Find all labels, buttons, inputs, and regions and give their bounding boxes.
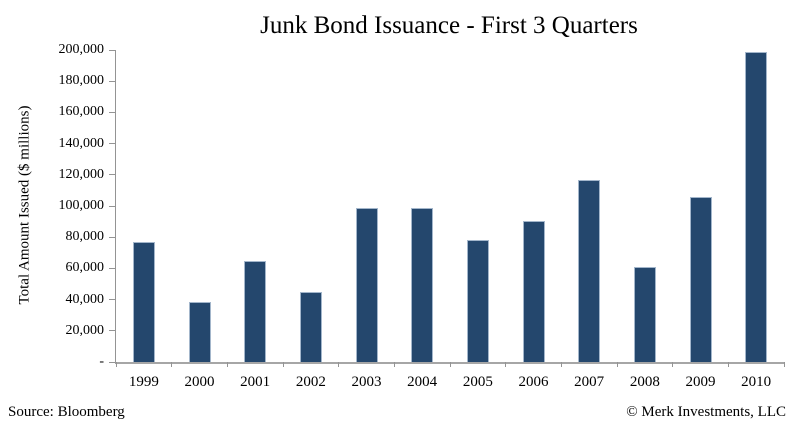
x-axis-tick	[616, 362, 618, 367]
y-axis-tick-label: -	[99, 354, 104, 369]
bar-2000	[188, 302, 211, 362]
bar-2010	[745, 52, 768, 362]
x-axis-tick-label: 2005	[462, 374, 493, 390]
x-axis-tick-label: 1999	[128, 374, 159, 390]
bar-1999	[132, 242, 155, 362]
bar-2003	[355, 208, 378, 362]
y-axis-tick-label: 180,000	[58, 73, 105, 89]
chart-title: Junk Bond Issuance - First 3 Quarters	[260, 12, 638, 39]
x-axis-tick-label: 2000	[184, 374, 215, 390]
bar-2008	[633, 267, 656, 362]
x-axis-tick	[282, 362, 284, 367]
y-axis-tick	[109, 299, 115, 301]
plot-area: - 20,000 40,000 60,000 80,000 100,000 120,000 1…	[59, 42, 785, 390]
x-axis-tick	[171, 362, 173, 367]
x-axis-tick	[560, 362, 562, 367]
x-axis-tick-label: 2004	[407, 374, 438, 390]
x-axis-tick-label: 2006	[518, 374, 549, 390]
y-axis-tick-label: 140,000	[58, 135, 105, 151]
x-axis-tick-label: 2009	[685, 374, 716, 390]
bar-2002	[299, 292, 322, 362]
y-axis-tick	[109, 174, 115, 176]
y-axis-tick	[109, 361, 115, 363]
x-axis-tick	[338, 362, 340, 367]
y-axis-tick	[109, 267, 115, 269]
x-axis-tick	[115, 362, 117, 367]
x-axis-tick-label: 2002	[295, 374, 326, 390]
y-axis-tick-label: 80,000	[65, 229, 105, 245]
y-axis-tick-label: 160,000	[58, 104, 105, 120]
x-axis-tick-label: 2010	[741, 374, 772, 390]
x-axis-tick	[783, 362, 785, 367]
x-axis-tick	[672, 362, 674, 367]
y-axis-tick-label: 100,000	[58, 198, 105, 213]
y-axis-tick-label: 40,000	[65, 291, 105, 307]
x-axis-tick	[505, 362, 507, 367]
x-axis-tick-label: 2001	[240, 374, 271, 390]
x-axis-tick	[226, 362, 228, 367]
y-axis-tick-label: 20,000	[65, 322, 105, 338]
y-axis-tick-label: 200,000	[58, 42, 105, 57]
x-axis-tick-label: 2003	[351, 374, 382, 390]
y-axis-tick	[109, 205, 115, 207]
x-axis-tick	[449, 362, 451, 367]
x-axis-tick	[727, 362, 729, 367]
bar-2009	[689, 197, 712, 362]
y-axis-tick	[109, 80, 115, 82]
bar-2004	[411, 208, 434, 362]
y-axis-tick	[109, 236, 115, 238]
copyright-note: © Merk Investments, LLC	[626, 404, 786, 420]
y-axis-tick	[109, 49, 115, 51]
y-axis-tick	[109, 111, 115, 113]
x-axis-tick	[393, 362, 395, 367]
x-axis-tick-label: 2008	[629, 374, 660, 390]
x-axis-tick-label: 2007	[574, 374, 605, 390]
bar-2001	[244, 261, 267, 362]
y-axis-tick	[109, 143, 115, 145]
y-axis-tick-label: 120,000	[58, 166, 105, 182]
y-axis-tick-label: 60,000	[65, 260, 105, 276]
y-axis-tick	[109, 330, 115, 332]
bar-2006	[522, 221, 545, 362]
source-note: Source: Bloomberg	[8, 404, 125, 420]
bar-2007	[578, 180, 601, 362]
bar-2005	[466, 240, 489, 362]
